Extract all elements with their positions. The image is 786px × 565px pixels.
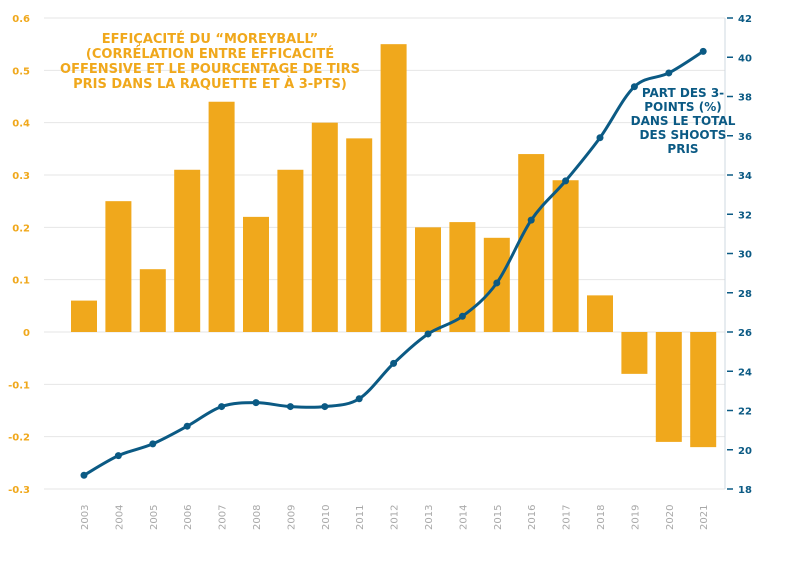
bar-2018 [587,295,613,332]
x-tick-label: 2010 [321,505,332,530]
line-point-2017 [562,177,570,185]
left-tick-label: 0.2 [12,223,30,234]
left-tick-label: -0.3 [8,485,30,496]
bar-2009 [277,169,304,332]
line-point-2019 [630,83,638,91]
left-tick-label: 0.1 [12,276,30,287]
x-tick-label: 2012 [390,505,401,530]
left-title-line2: (CORRÉLATION ENTRE EFFICACITÉ OFFENSIVE … [60,47,360,92]
x-tick-label: 2015 [493,505,504,530]
x-tick-label: 2017 [562,505,573,530]
x-tick-label: 2018 [596,505,607,530]
bar-2005 [139,269,166,332]
x-tick-label: 2004 [114,505,125,530]
line-point-2011 [355,395,363,403]
right-tick-label: 34 [738,171,752,182]
x-tick-label: 2016 [527,505,538,530]
line-point-2006 [183,422,191,430]
x-tick-label: 2013 [424,505,435,530]
right-tick-label: 26 [738,328,752,339]
line-point-2016 [527,216,535,224]
line-point-2008 [252,399,260,407]
left-tick-label: -0.2 [8,433,30,444]
x-tick-label: 2008 [252,505,263,530]
x-tick-label: 2005 [149,505,160,530]
line-point-2009 [286,403,294,411]
right-tick-label: 32 [738,210,752,221]
x-tick-label: 2011 [355,505,366,530]
bar-2017 [552,180,579,332]
x-tick-label: 2021 [699,505,710,530]
line-point-2004 [114,452,122,460]
bar-2012 [380,44,407,333]
bar-2019 [621,332,648,374]
line-point-2020 [665,69,673,77]
bar-2003 [71,300,97,332]
right-tick-label: 30 [738,250,752,261]
bar-2013 [415,227,441,332]
line-point-2003 [80,471,88,479]
left-title-line1: EFFIÇACITÉ DU “MOREYBALL” [101,32,319,47]
bar-2011 [346,138,373,332]
right-series-title: PART DES 3-POINTS (%) DANS LE TOTAL DES … [630,86,736,156]
line-point-2014 [458,312,466,320]
line-point-2015 [493,279,501,287]
line-point-2021 [699,47,707,55]
bar-2007 [208,101,235,332]
right-tick-label: 38 [738,93,752,104]
left-tick-label: 0.6 [12,14,30,25]
line-point-2005 [149,440,157,448]
left-tick-label: 0.5 [12,66,30,77]
bar-2008 [243,216,269,332]
left-tick-label: -0.1 [8,380,30,391]
x-tick-label: 2020 [665,505,676,530]
bar-2010 [311,122,338,333]
right-tick-label: 36 [738,132,752,143]
right-tick-label: 22 [738,407,752,418]
right-tick-label: 20 [738,446,752,457]
left-series-title: EFFIÇACITÉ DU “MOREYBALL” (CORRÉLATION EN… [60,32,360,92]
right-tick-label: 28 [738,289,752,300]
x-tick-label: 2003 [80,505,91,530]
line-point-2018 [596,134,604,142]
bar-2016 [518,154,545,332]
bar-2020 [655,332,682,442]
bar-2006 [174,169,201,332]
bar-2004 [105,201,132,332]
line-point-2013 [424,330,432,338]
right-tick-label: 40 [738,53,752,64]
left-tick-label: 0.4 [12,119,30,130]
x-tick-label: 2007 [218,505,229,530]
right-tick-label: 24 [738,367,752,378]
line-point-2007 [218,403,226,411]
line-point-2010 [321,403,329,411]
left-tick-label: 0.3 [12,171,30,182]
right-tick-label: 42 [738,14,752,25]
line-point-2012 [390,359,398,367]
x-tick-label: 2014 [458,505,469,530]
x-tick-label: 2009 [286,505,297,530]
bar-2021 [690,332,717,448]
right-tick-label: 18 [738,485,752,496]
x-tick-label: 2006 [183,505,194,530]
left-tick-label: 0 [23,328,30,339]
x-tick-label: 2019 [630,505,641,530]
